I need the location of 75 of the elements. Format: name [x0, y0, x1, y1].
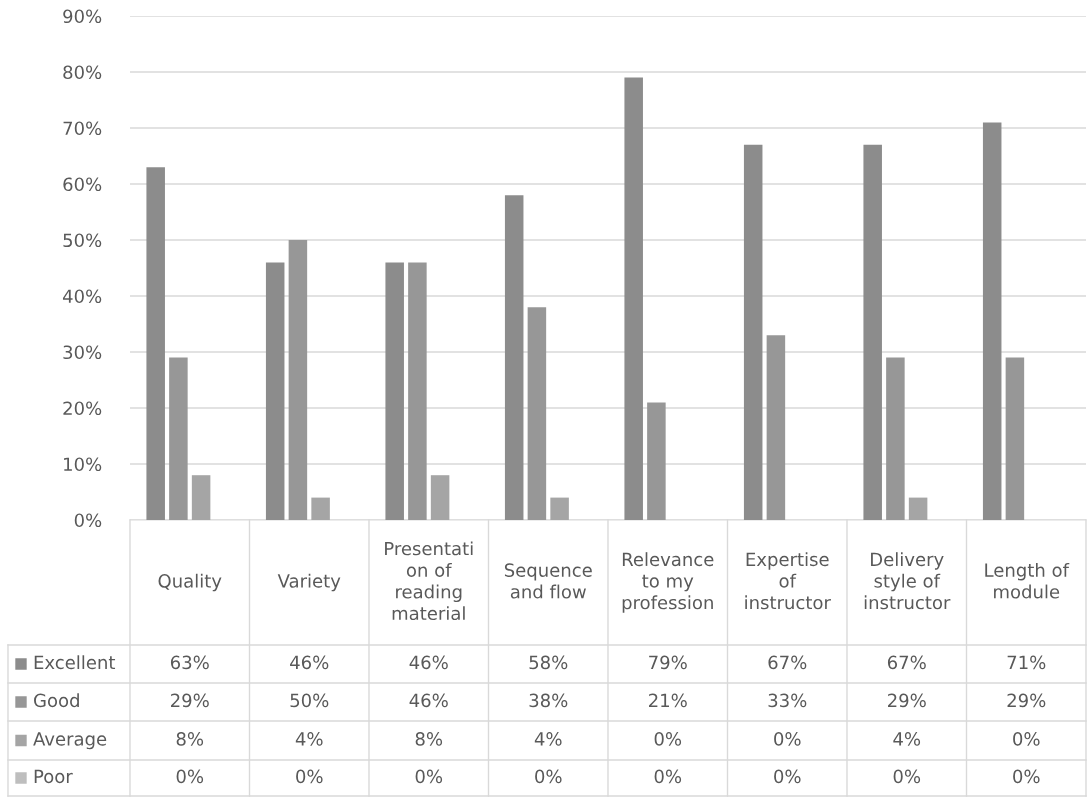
bar: [1005, 357, 1025, 520]
bar: [146, 167, 165, 520]
bar: [766, 335, 786, 520]
data-label: 0%: [654, 769, 682, 784]
data-label: 58%: [529, 655, 568, 670]
bar: [288, 240, 308, 520]
legend-label: Good: [34, 693, 79, 708]
bar: [430, 475, 450, 520]
bar: [408, 262, 427, 520]
x-tick-label: Relevance to my profession: [622, 552, 714, 613]
data-label: 4%: [893, 732, 921, 746]
bar: [863, 144, 882, 520]
bar: [647, 402, 666, 520]
bar: [624, 77, 643, 520]
data-label: 46%: [290, 655, 329, 670]
legend-label: Excellent: [34, 655, 116, 670]
data-label: 71%: [1007, 655, 1046, 670]
y-tick-label: 10%: [64, 457, 102, 472]
y-tick-label: 80%: [63, 65, 102, 80]
bar: [311, 497, 330, 520]
data-label: 4%: [534, 732, 562, 746]
bar: [908, 497, 928, 520]
y-tick-label: 30%: [63, 345, 102, 360]
x-tick-label: Quality: [158, 573, 222, 592]
data-label: 8%: [415, 732, 443, 746]
data-label: 0%: [1013, 769, 1040, 784]
data-label: 0%: [774, 732, 801, 746]
x-tick-label: Variety: [277, 573, 341, 592]
y-tick-label: 20%: [63, 401, 102, 416]
bar: [385, 262, 404, 520]
data-label: 0%: [296, 769, 323, 784]
data-label: 29%: [171, 693, 209, 708]
y-tick-label: 70%: [63, 121, 102, 136]
data-label: 29%: [888, 693, 926, 708]
x-tick-label: Length of module: [985, 562, 1070, 599]
bar: [527, 307, 547, 520]
x-tick-label: Delivery style of instructor: [864, 552, 951, 610]
data-label: 4%: [295, 732, 323, 746]
data-label: 0%: [176, 769, 204, 784]
y-tick-label: 40%: [62, 289, 102, 304]
data-label: 21%: [649, 693, 687, 708]
legend-label: Poor: [34, 769, 73, 784]
data-label: 67%: [768, 655, 807, 670]
y-tick-label: 60%: [63, 177, 102, 192]
x-tick-label: Expertise of instructor: [745, 552, 831, 610]
data-label: 38%: [529, 693, 568, 708]
data-label: 46%: [409, 655, 448, 670]
data-label: 0%: [535, 769, 562, 784]
y-tick-label: 90%: [63, 9, 102, 24]
legend-label: Average: [33, 732, 107, 750]
x-tick-label: Sequence and flow: [504, 563, 592, 599]
data-label: 63%: [170, 655, 209, 670]
bar: [191, 475, 211, 520]
y-tick-label: 0%: [74, 513, 102, 528]
data-label: 33%: [768, 693, 807, 708]
bar: [886, 357, 905, 520]
data-label: 0%: [893, 769, 921, 784]
bar: [169, 357, 188, 520]
data-label: 79%: [649, 655, 687, 670]
data-label: 67%: [887, 655, 926, 670]
data-label: 0%: [415, 769, 443, 784]
x-tick-label: Presentation of reading material: [385, 541, 473, 621]
data-label: 0%: [1013, 732, 1040, 746]
data-label: 29%: [1007, 693, 1046, 708]
bar: [550, 497, 569, 520]
bar: [265, 262, 285, 520]
bar: [982, 122, 1002, 520]
data-label: 8%: [176, 732, 204, 746]
bar: [743, 144, 763, 520]
data-label: 46%: [409, 693, 448, 708]
data-label: 0%: [654, 732, 682, 746]
data-label: 50%: [290, 693, 329, 708]
y-tick-label: 50%: [63, 233, 102, 248]
data-label: 0%: [774, 769, 801, 784]
bar: [504, 195, 524, 520]
